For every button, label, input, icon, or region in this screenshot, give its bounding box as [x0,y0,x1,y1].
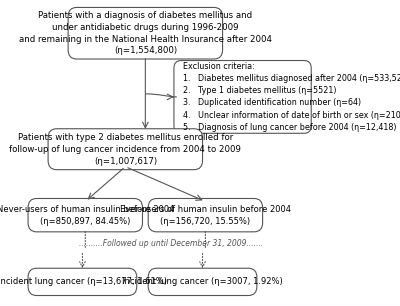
Text: Incident lung cancer (η=13,677, 1.61%): Incident lung cancer (η=13,677, 1.61%) [0,277,167,286]
FancyBboxPatch shape [28,268,137,296]
FancyBboxPatch shape [148,268,257,296]
FancyBboxPatch shape [28,199,142,232]
FancyBboxPatch shape [68,7,222,59]
Text: Never-users of human insulin before 2004
(η=850,897, 84.45%): Never-users of human insulin before 2004… [0,205,174,226]
Text: Incident lung cancer (η=3007, 1.92%): Incident lung cancer (η=3007, 1.92%) [122,277,283,286]
Text: Ever-users of human insulin before 2004
(η=156,720, 15.55%): Ever-users of human insulin before 2004 … [120,205,291,226]
Text: Exclusion criteria:
1.   Diabetes mellitus diagnosed after 2004 (η=533,525)
2.  : Exclusion criteria: 1. Diabetes mellitus… [182,62,400,132]
FancyBboxPatch shape [174,61,311,133]
Text: ..........Followed up until December 31, 2009.......: ..........Followed up until December 31,… [79,239,263,248]
Text: Patients with a diagnosis of diabetes mellitus and
under antidiabetic drugs duri: Patients with a diagnosis of diabetes me… [19,11,272,55]
Text: Patients with type 2 diabetes mellitus enrolled for
follow-up of lung cancer inc: Patients with type 2 diabetes mellitus e… [9,133,241,166]
FancyBboxPatch shape [148,199,263,232]
FancyBboxPatch shape [48,129,202,170]
